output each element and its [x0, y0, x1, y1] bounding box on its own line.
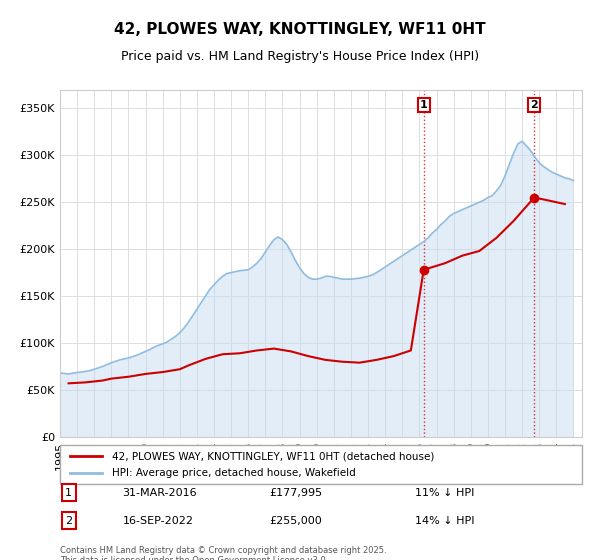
Text: 16-SEP-2022: 16-SEP-2022 [122, 516, 194, 526]
Text: 14% ↓ HPI: 14% ↓ HPI [415, 516, 475, 526]
Text: 2: 2 [530, 100, 538, 110]
Text: 42, PLOWES WAY, KNOTTINGLEY, WF11 0HT (detached house): 42, PLOWES WAY, KNOTTINGLEY, WF11 0HT (d… [112, 451, 434, 461]
Text: 2: 2 [65, 516, 73, 526]
Text: Price paid vs. HM Land Registry's House Price Index (HPI): Price paid vs. HM Land Registry's House … [121, 50, 479, 63]
Text: 42, PLOWES WAY, KNOTTINGLEY, WF11 0HT: 42, PLOWES WAY, KNOTTINGLEY, WF11 0HT [114, 22, 486, 38]
Text: £177,995: £177,995 [269, 488, 322, 498]
Text: £255,000: £255,000 [269, 516, 322, 526]
Text: HPI: Average price, detached house, Wakefield: HPI: Average price, detached house, Wake… [112, 468, 356, 478]
FancyBboxPatch shape [60, 445, 582, 484]
Text: 1: 1 [65, 488, 72, 498]
Text: Contains HM Land Registry data © Crown copyright and database right 2025.
This d: Contains HM Land Registry data © Crown c… [60, 546, 386, 560]
Text: 31-MAR-2016: 31-MAR-2016 [122, 488, 197, 498]
Text: 1: 1 [420, 100, 428, 110]
Text: 11% ↓ HPI: 11% ↓ HPI [415, 488, 475, 498]
